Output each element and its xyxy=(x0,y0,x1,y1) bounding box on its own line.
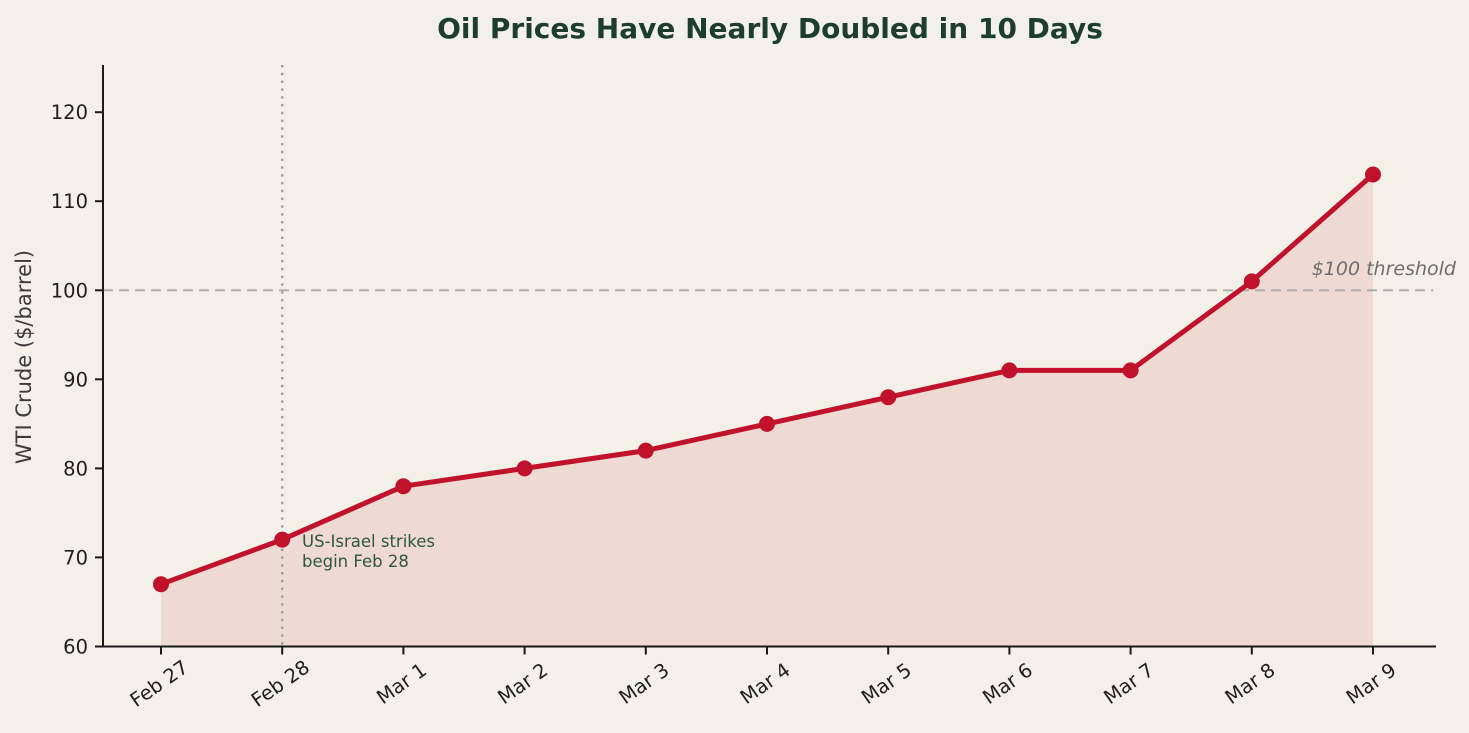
x-tick-label: Mar 6 xyxy=(978,658,1037,709)
x-tick-label: Mar 2 xyxy=(494,658,553,709)
data-point-mar-6 xyxy=(1001,362,1018,379)
data-point-mar-8 xyxy=(1243,273,1260,290)
x-tick-label: Mar 7 xyxy=(1100,658,1159,709)
data-point-feb-27 xyxy=(153,576,169,593)
threshold-annotation-label: $100 threshold xyxy=(1311,258,1456,280)
x-tick-label: Mar 3 xyxy=(615,658,674,709)
y-axis-label: WTI Crude ($/barrel) xyxy=(12,249,36,465)
x-tick-label: Mar 9 xyxy=(1342,658,1401,709)
data-point-mar-5 xyxy=(880,389,897,406)
x-tick-label: Mar 5 xyxy=(857,658,916,709)
data-point-mar-2 xyxy=(516,460,533,477)
x-tick-label: Mar 4 xyxy=(736,658,795,709)
x-tick-label: Feb 28 xyxy=(247,655,314,711)
y-tick-label: 120 xyxy=(51,101,88,124)
x-tick-label: Mar 1 xyxy=(372,658,431,709)
data-point-feb-28 xyxy=(274,531,291,548)
y-tick-label: 60 xyxy=(63,636,88,659)
event-annotation: US-Israel strikes begin Feb 28 xyxy=(302,532,435,571)
x-tick-label: Mar 8 xyxy=(1221,658,1280,709)
x-tick-label: Feb 27 xyxy=(126,655,193,711)
data-point-mar-9 xyxy=(1365,166,1381,183)
data-point-mar-1 xyxy=(395,478,412,495)
y-tick-label: 100 xyxy=(51,279,88,302)
y-tick-label: 70 xyxy=(63,546,88,569)
event-annotation-line1: US-Israel strikes xyxy=(302,532,435,551)
event-annotation-line2: begin Feb 28 xyxy=(302,551,409,571)
data-point-mar-7 xyxy=(1122,362,1139,379)
data-point-mar-3 xyxy=(637,442,654,459)
area-fill xyxy=(161,174,1373,647)
data-point-mar-4 xyxy=(759,415,775,432)
y-tick-label: 110 xyxy=(51,190,88,213)
chart-title: Oil Prices Have Nearly Doubled in 10 Day… xyxy=(437,12,1103,45)
y-tick-label: 80 xyxy=(63,457,88,480)
y-tick-label: 90 xyxy=(63,368,88,391)
